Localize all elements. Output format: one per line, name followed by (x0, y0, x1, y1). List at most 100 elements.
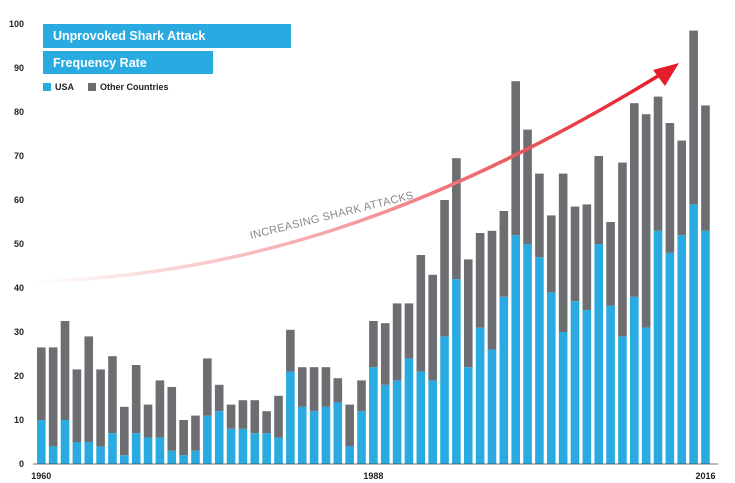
bar-other-1966 (108, 356, 117, 434)
bar-usa-2015 (689, 204, 698, 464)
bar-other-2002 (535, 173, 544, 258)
bar-other-1961 (48, 347, 58, 447)
y-tick-50: 50 (14, 239, 24, 249)
bar-other-2015 (689, 30, 698, 205)
bar-usa-2014 (677, 235, 687, 464)
bar-usa-1962 (60, 420, 70, 464)
bar-usa-1960 (37, 420, 46, 464)
bar-usa-1982 (297, 406, 307, 464)
bar-other-1991 (404, 303, 414, 359)
chart-title: Unprovoked Shark Attack (43, 24, 291, 48)
bar-usa-1998 (487, 349, 497, 464)
bar-other-1990 (392, 303, 402, 381)
legend-item-usa: USA (43, 82, 74, 92)
bar-other-1967 (120, 406, 129, 456)
y-tick-40: 40 (14, 283, 24, 293)
bar-usa-1990 (392, 380, 402, 464)
bar-usa-2008 (606, 305, 615, 464)
bar-usa-2012 (653, 230, 663, 464)
bar-usa-1965 (96, 446, 105, 464)
bar-other-1988 (369, 321, 378, 368)
bar-other-2010 (630, 103, 639, 297)
y-tick-20: 20 (14, 371, 24, 381)
bar-other-1977 (238, 400, 248, 429)
bar-other-1989 (380, 323, 390, 385)
bar-usa-1967 (120, 455, 129, 464)
bar-other-2016 (701, 105, 710, 231)
trend-arrow-line (32, 74, 659, 284)
bar-usa-2003 (546, 292, 556, 464)
bar-other-2000 (511, 81, 520, 236)
bar-other-1987 (357, 380, 366, 412)
y-tick-0: 0 (19, 459, 24, 469)
bar-usa-1981 (286, 371, 295, 464)
bar-usa-1985 (333, 402, 343, 464)
x-axis-ticks: 1960 1988 2016 (31, 471, 715, 481)
bar-other-1981 (286, 329, 295, 372)
bar-usa-1976 (226, 428, 236, 464)
bar-other-1995 (452, 158, 461, 280)
y-tick-100: 100 (9, 19, 24, 29)
bar-usa-1973 (191, 450, 200, 464)
bar-usa-1972 (179, 455, 188, 464)
bar-other-1983 (309, 367, 319, 412)
x-tick-1960: 1960 (31, 471, 51, 481)
trend-annotation: INCREASING SHARK ATTACKS (249, 190, 415, 242)
bar-other-1985 (333, 378, 343, 403)
bar-usa-1974 (203, 415, 212, 464)
bar-other-2011 (641, 114, 651, 328)
bars-group (37, 30, 710, 464)
bar-usa-1996 (463, 367, 473, 464)
bar-other-1963 (72, 369, 82, 442)
x-tick-1988: 1988 (363, 471, 383, 481)
bar-usa-1975 (214, 411, 224, 464)
bar-other-1992 (416, 255, 426, 372)
bar-usa-1961 (48, 446, 58, 464)
bar-usa-1978 (250, 433, 260, 464)
y-tick-90: 90 (14, 63, 24, 73)
bar-usa-1993 (428, 380, 437, 464)
bar-other-1970 (155, 380, 165, 438)
bar-other-1971 (167, 387, 177, 451)
bar-usa-1970 (155, 437, 165, 464)
bar-usa-1991 (404, 358, 414, 464)
bar-other-1974 (203, 358, 212, 416)
legend-item-other: Other Countries (88, 82, 169, 92)
bar-usa-2000 (511, 235, 520, 464)
bar-usa-2007 (594, 244, 604, 464)
bar-other-1965 (96, 369, 105, 447)
bar-usa-1966 (108, 433, 117, 464)
bar-usa-2005 (570, 301, 580, 464)
bar-usa-1992 (416, 371, 426, 464)
bar-usa-1987 (357, 411, 366, 464)
bar-usa-1989 (380, 384, 390, 464)
bar-other-1968 (131, 365, 141, 434)
bar-usa-1963 (72, 442, 82, 464)
bar-usa-2010 (630, 296, 639, 464)
bar-other-1998 (487, 230, 497, 350)
bar-usa-2001 (523, 244, 532, 464)
bar-other-1976 (226, 404, 236, 429)
bar-other-1982 (297, 367, 307, 407)
bar-usa-1983 (309, 411, 319, 464)
bar-usa-1969 (143, 437, 153, 464)
y-tick-80: 80 (14, 107, 24, 117)
bar-usa-2002 (535, 257, 544, 464)
legend: USA Other Countries (43, 82, 183, 92)
y-axis-ticks: 0 10 20 30 40 50 60 70 80 90 100 (9, 19, 24, 469)
bar-other-2003 (546, 215, 556, 293)
bar-other-2014 (677, 140, 687, 236)
bar-other-1997 (475, 233, 485, 328)
bar-usa-2016 (701, 230, 710, 464)
bar-usa-1986 (345, 446, 354, 464)
x-tick-2016: 2016 (695, 471, 715, 481)
trend-arrow-head (653, 63, 679, 86)
bar-usa-1995 (452, 279, 461, 464)
bar-other-1999 (499, 211, 509, 297)
bar-usa-1994 (440, 336, 449, 464)
bar-usa-1999 (499, 296, 509, 464)
bar-usa-1979 (262, 433, 271, 464)
bar-other-2006 (582, 204, 592, 310)
bar-other-1980 (274, 395, 283, 438)
